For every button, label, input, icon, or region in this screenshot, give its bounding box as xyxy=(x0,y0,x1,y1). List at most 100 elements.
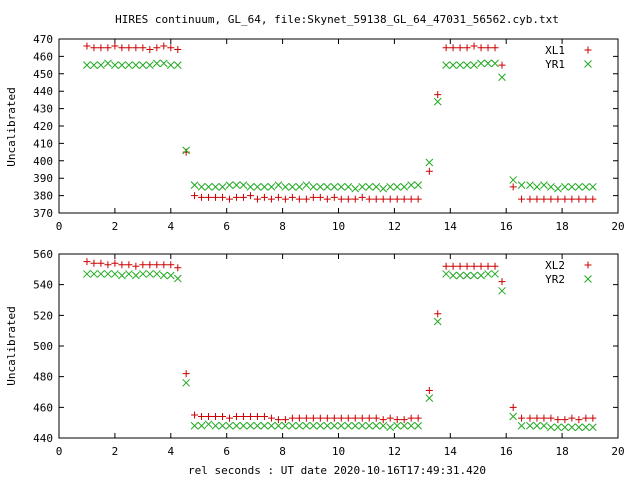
data-point xyxy=(281,195,289,203)
data-point xyxy=(351,184,360,193)
data-point xyxy=(540,414,548,422)
data-point xyxy=(561,423,569,432)
x-tick-label: 20 xyxy=(611,445,624,458)
data-point xyxy=(125,61,133,69)
data-point xyxy=(554,184,562,193)
data-point xyxy=(456,271,464,280)
data-point xyxy=(365,195,373,203)
data-point xyxy=(372,414,380,422)
data-point xyxy=(379,416,387,424)
x-tick-label: 10 xyxy=(332,220,345,233)
data-point xyxy=(568,183,576,191)
data-point xyxy=(174,45,182,53)
data-point xyxy=(533,195,541,203)
y-tick-label: 470 xyxy=(33,33,53,46)
data-point xyxy=(358,414,366,422)
data-point xyxy=(225,421,234,430)
data-point xyxy=(83,270,91,278)
data-point xyxy=(239,193,247,201)
x-tick-label: 0 xyxy=(56,445,63,458)
data-point xyxy=(433,317,442,326)
data-point xyxy=(246,183,255,191)
data-point xyxy=(309,183,318,191)
data-point xyxy=(425,394,434,402)
data-point xyxy=(267,421,276,430)
x-tick-label: 4 xyxy=(167,220,174,233)
data-point xyxy=(118,61,126,69)
data-point xyxy=(351,414,359,422)
data-point xyxy=(533,414,541,422)
data-point xyxy=(90,44,98,52)
data-point xyxy=(540,421,548,430)
data-point xyxy=(575,183,583,191)
data-point xyxy=(198,413,206,421)
data-point xyxy=(139,261,147,269)
legend-label: YR1 xyxy=(545,58,565,71)
data-point xyxy=(118,271,126,280)
x-tick-label: 8 xyxy=(279,445,286,458)
data-point xyxy=(498,286,506,295)
data-point xyxy=(526,181,534,190)
plot-frame xyxy=(58,253,619,439)
data-point xyxy=(470,262,478,270)
data-point xyxy=(372,195,380,203)
data-point xyxy=(239,421,248,430)
legend-label: YR2 xyxy=(545,273,565,286)
data-point xyxy=(83,258,91,266)
x-tick-label: 20 xyxy=(611,220,624,233)
data-point xyxy=(281,421,290,430)
data-point xyxy=(246,413,254,421)
data-point xyxy=(491,44,499,52)
data-point xyxy=(484,262,492,270)
data-point xyxy=(393,416,401,424)
data-point xyxy=(568,414,576,422)
data-point xyxy=(239,413,247,421)
data-point xyxy=(526,195,534,203)
data-point xyxy=(132,61,140,69)
data-point xyxy=(173,274,182,283)
x-tick-label: 16 xyxy=(500,220,513,233)
data-point xyxy=(232,193,240,201)
x-tick-label: 18 xyxy=(555,220,568,233)
data-point xyxy=(205,193,213,201)
data-point xyxy=(337,183,346,191)
data-point xyxy=(484,270,492,278)
data-point xyxy=(204,420,213,429)
data-point xyxy=(434,310,442,318)
y-tick-label: 440 xyxy=(33,432,53,445)
data-point xyxy=(104,261,112,269)
x-tick-label: 12 xyxy=(388,445,401,458)
data-point xyxy=(517,181,526,190)
data-point xyxy=(104,270,112,278)
data-point xyxy=(316,183,325,191)
data-point xyxy=(588,183,597,191)
data-point xyxy=(358,193,366,201)
data-point xyxy=(104,59,112,68)
data-point xyxy=(225,414,233,422)
data-point xyxy=(260,421,269,430)
data-point xyxy=(146,45,154,53)
data-point xyxy=(400,195,408,203)
data-point xyxy=(561,183,569,191)
data-point xyxy=(518,195,526,203)
data-point xyxy=(582,195,590,203)
data-point xyxy=(132,271,140,280)
x-axis-label: rel seconds : UT date 2020-10-16T17:49:3… xyxy=(188,464,486,477)
data-point xyxy=(302,195,310,203)
data-point xyxy=(190,181,199,190)
data-point xyxy=(253,421,262,430)
data-point xyxy=(575,195,583,203)
data-point xyxy=(372,183,381,191)
x-tick-label: 12 xyxy=(388,220,401,233)
data-point xyxy=(232,413,240,421)
x-tick-label: 4 xyxy=(167,445,174,458)
data-point xyxy=(182,148,190,156)
data-point xyxy=(509,403,517,411)
y-tick-label: 520 xyxy=(33,309,53,322)
data-point xyxy=(575,423,583,432)
data-point xyxy=(582,183,590,191)
plot-panel-2: 0 2 4 6 8 10 12 14 16 18 20 440 460 480 500 520 540 560 Un… xyxy=(5,248,625,458)
data-point xyxy=(582,423,590,432)
data-point xyxy=(90,270,98,278)
data-point xyxy=(477,59,485,68)
